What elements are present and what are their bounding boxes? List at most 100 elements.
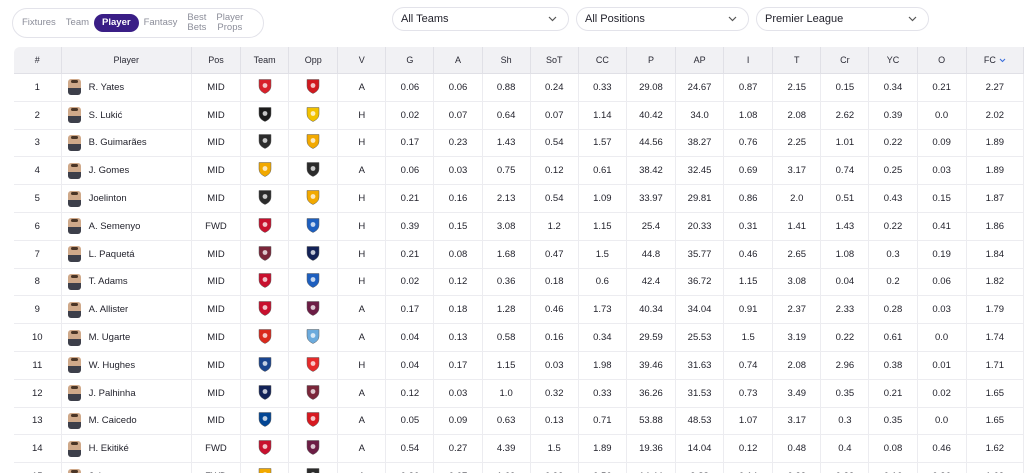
player-cell[interactable]: Joelinton: [61, 184, 192, 213]
player-cell[interactable]: R. Yates: [61, 73, 192, 102]
player-cell[interactable]: L. Paquetá: [61, 240, 192, 269]
column-header-yc[interactable]: YC: [868, 47, 918, 74]
stat-cell-i: 0.12: [723, 434, 774, 464]
table-row[interactable]: 2 S. Lukić MID H 0.02 0.07 0.64 0.07 1.14 40.42 34…: [14, 101, 1024, 130]
burnley-crest-icon: [306, 300, 320, 317]
stat-cell-cr: 1.01: [820, 129, 870, 158]
player-cell[interactable]: B. Guimarães: [61, 129, 192, 158]
spurs-crest-icon: [306, 245, 320, 261]
table-row[interactable]: 9 A. Allister MID A 0.17 0.18 1.28 0.46 1.73 40.3…: [14, 295, 1024, 325]
stat-cell-a: 0.03: [433, 379, 483, 408]
table-row[interactable]: 1 R. Yates MID A 0.06 0.06 0.88 0.24 0.33 29.08 24…: [14, 73, 1024, 102]
tab-player-props[interactable]: Player Props: [216, 12, 244, 33]
player-cell[interactable]: A. Semenyo: [61, 212, 192, 241]
player-cell[interactable]: S. Lukić: [61, 101, 192, 130]
column-header-rank[interactable]: #: [14, 47, 62, 74]
newcastle-crest-icon: [306, 161, 320, 178]
stat-cell-cc: 0.56: [578, 462, 627, 473]
stat-cell-cr: 0.4: [820, 434, 870, 464]
column-header-team[interactable]: Team: [240, 47, 290, 74]
column-header-p[interactable]: P: [626, 47, 677, 74]
column-header-v[interactable]: V: [337, 47, 387, 74]
column-header-opp[interactable]: Opp: [288, 47, 339, 74]
league-filter-select[interactable]: Premier League: [756, 7, 929, 31]
position-cell: MID: [191, 268, 242, 297]
tab-player[interactable]: Player: [94, 14, 139, 32]
column-header-sh[interactable]: Sh: [482, 47, 531, 74]
venue-cell: A: [337, 295, 387, 325]
column-header-player[interactable]: Player: [61, 47, 192, 74]
table-row[interactable]: 8 T. Adams MID H 0.02 0.12 0.36 0.18 0.6 42.4 36.7…: [14, 268, 1024, 297]
opponent-cell: [288, 379, 339, 408]
table-row[interactable]: 5 Joelinton MID H 0.21 0.16 2.13 0.54 1.09 33.97 2…: [14, 184, 1024, 213]
table-row[interactable]: 3 B. Guimarães MID H 0.17 0.23 1.43 0.54 1.57 44.…: [14, 129, 1024, 158]
table-row[interactable]: 14 H. Ekitiké FWD A 0.54 0.27 4.39 1.5 1.89 19.36…: [14, 434, 1024, 464]
opponent-cell: [288, 323, 339, 352]
position-cell: MID: [191, 240, 242, 269]
player-cell[interactable]: H. Ekitiké: [61, 434, 192, 464]
column-header-i[interactable]: I: [723, 47, 774, 74]
fulham-crest-icon: [258, 106, 272, 122]
stat-cell-sot: 0.32: [530, 379, 579, 408]
stat-cell-fc: 1.71: [966, 351, 1024, 380]
player-cell[interactable]: M. Caicedo: [61, 407, 192, 436]
column-header-cr[interactable]: Cr: [820, 47, 870, 74]
stat-cell-ap: 34.0: [675, 101, 725, 130]
table-row[interactable]: 13 M. Caicedo MID A 0.05 0.09 0.63 0.13 0.71 53.8…: [14, 407, 1024, 436]
player-cell[interactable]: M. Ugarte: [61, 323, 192, 352]
stat-cell-sh: 1.69: [482, 462, 531, 473]
team-filter-select[interactable]: All Teams: [392, 7, 569, 31]
column-header-label: Team: [253, 55, 276, 65]
newcastle-crest-icon: [258, 133, 272, 150]
table-row[interactable]: 6 A. Semenyo FWD H 0.39 0.15 3.08 1.2 1.15 25.4 20…: [14, 212, 1024, 241]
column-header-sot[interactable]: SoT: [530, 47, 579, 74]
venue-cell: H: [337, 129, 387, 158]
tab-best-bets[interactable]: Best Bets: [187, 12, 207, 33]
table-row[interactable]: 4 J. Gomes MID A 0.06 0.03 0.75 0.12 0.61 38.42 32…: [14, 156, 1024, 186]
player-cell[interactable]: T. Adams: [61, 268, 192, 297]
stat-cell-sh: 0.63: [482, 407, 531, 436]
rank-cell: 14: [14, 434, 62, 464]
stat-cell-sot: 0.07: [530, 101, 579, 130]
column-header-t[interactable]: T: [772, 47, 822, 74]
stat-cell-i: 0.86: [723, 184, 774, 213]
stat-cell-cr: 0.74: [820, 156, 870, 186]
sort-descending-icon: [999, 56, 1006, 65]
player-cell[interactable]: J. Palhinha: [61, 379, 192, 408]
stat-cell-o: 0.01: [917, 351, 967, 380]
column-header-ap[interactable]: AP: [675, 47, 725, 74]
column-header-g[interactable]: G: [385, 47, 435, 74]
column-header-label: YC: [886, 55, 900, 65]
column-header-a[interactable]: A: [433, 47, 483, 74]
player-cell[interactable]: J. Gomes: [61, 156, 192, 186]
stat-cell-cc: 0.33: [578, 379, 627, 408]
tab-fantasy[interactable]: Fantasy: [143, 17, 178, 28]
stat-cell-cr: 0.22: [820, 323, 870, 352]
league-filter-value: Premier League: [765, 13, 844, 25]
rank-cell: 12: [14, 379, 62, 408]
table-row[interactable]: 11 W. Hughes MID H 0.04 0.17 1.15 0.03 1.98 39.46…: [14, 351, 1024, 380]
column-header-cc[interactable]: CC: [578, 47, 627, 74]
column-header-o[interactable]: O: [917, 47, 967, 74]
opponent-cell: [288, 462, 339, 473]
position-filter-value: All Positions: [585, 13, 645, 25]
stat-cell-cc: 1.09: [578, 184, 627, 213]
brighton-crest-icon: [306, 272, 320, 289]
table-row[interactable]: 10 M. Ugarte MID A 0.04 0.13 0.58 0.16 0.34 29.59…: [14, 323, 1024, 352]
stat-cell-i: 0.91: [723, 295, 774, 325]
column-header-pos[interactable]: Pos: [191, 47, 242, 74]
player-cell[interactable]: J. Larsen: [61, 462, 192, 473]
stat-cell-t: 3.17: [772, 156, 822, 186]
table-row[interactable]: 15 J. Larsen FWD A0.260.071.690.990.5614.44…: [14, 462, 1024, 473]
table-row[interactable]: 12 J. Palhinha MID A 0.12 0.03 1.0 0.32 0.33 36.2…: [14, 379, 1024, 408]
table-row[interactable]: 7 L. Paquetá MID H 0.21 0.08 1.68 0.47 1.5 44.8 35…: [14, 240, 1024, 269]
position-filter-select[interactable]: All Positions: [576, 7, 749, 31]
player-cell[interactable]: A. Allister: [61, 295, 192, 325]
tab-team[interactable]: Team: [65, 17, 90, 28]
stat-cell-o: 0.21: [917, 73, 967, 102]
team-cell: [240, 129, 290, 158]
tab-fixtures[interactable]: Fixtures: [22, 17, 56, 28]
rank-cell: 9: [14, 295, 62, 325]
column-header-fc[interactable]: FC: [966, 47, 1024, 74]
player-cell[interactable]: W. Hughes: [61, 351, 192, 380]
